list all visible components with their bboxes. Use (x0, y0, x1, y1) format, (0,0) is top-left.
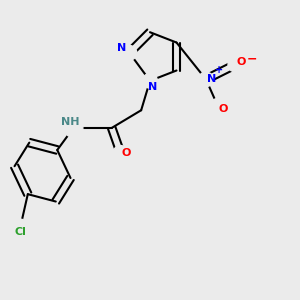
Circle shape (13, 219, 28, 234)
Circle shape (122, 46, 137, 60)
Text: O: O (219, 104, 228, 114)
Text: +: + (215, 65, 223, 76)
Circle shape (113, 146, 128, 160)
Text: N: N (117, 44, 127, 53)
Text: N: N (148, 82, 158, 92)
Text: O: O (122, 148, 131, 158)
Text: N: N (207, 74, 217, 84)
Text: −: − (246, 52, 257, 65)
Circle shape (64, 118, 83, 137)
Circle shape (142, 74, 158, 88)
Circle shape (210, 98, 225, 113)
Circle shape (228, 57, 243, 72)
Text: NH: NH (61, 117, 80, 127)
Text: O: O (237, 57, 246, 67)
Circle shape (199, 72, 213, 87)
Text: Cl: Cl (14, 227, 26, 237)
